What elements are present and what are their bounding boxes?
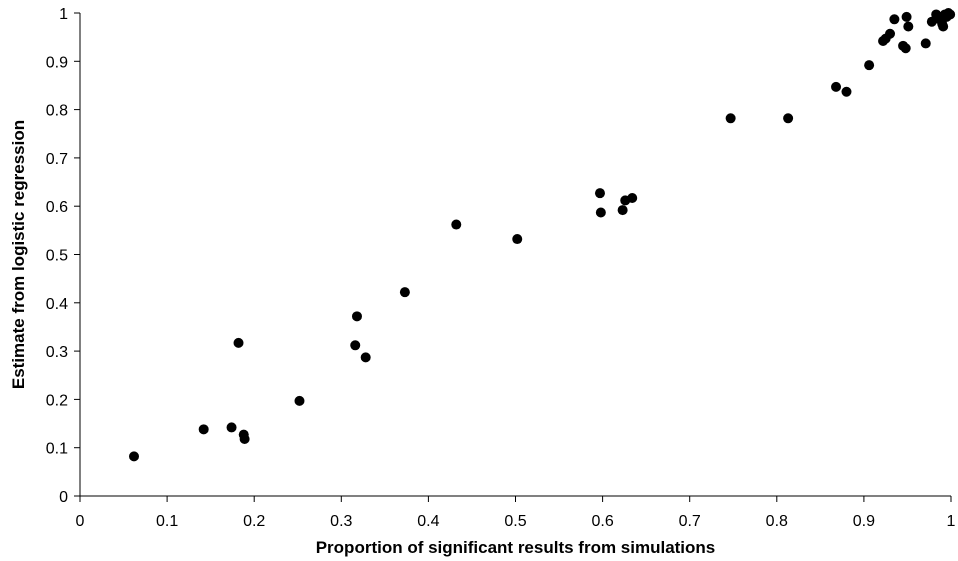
y-tick-label: 0.2 — [46, 392, 68, 409]
data-point — [233, 337, 244, 348]
data-point — [885, 28, 896, 39]
data-point — [831, 81, 842, 92]
y-tick-label: 0.5 — [46, 248, 68, 265]
data-point — [901, 11, 912, 22]
y-tick-label: 0 — [59, 489, 68, 506]
data-point — [900, 43, 911, 54]
data-point — [512, 234, 523, 245]
data-point — [926, 16, 937, 27]
y-tick-label: 1 — [59, 6, 68, 23]
y-tick-label: 0.1 — [46, 441, 68, 458]
data-point — [399, 287, 410, 298]
x-tick-label: 0.3 — [330, 513, 352, 530]
y-tick-label: 0.3 — [46, 344, 68, 361]
data-point — [350, 340, 361, 351]
y-tick-label: 0.4 — [46, 296, 68, 313]
data-point — [239, 434, 250, 445]
data-point — [903, 21, 914, 32]
data-point — [841, 86, 852, 97]
x-tick-label: 0.2 — [243, 513, 265, 530]
axes — [79, 13, 951, 497]
data-point — [294, 395, 305, 406]
data-point — [594, 188, 605, 199]
x-tick-label: 0.7 — [679, 513, 701, 530]
y-tick-label: 0.8 — [46, 103, 68, 120]
data-point — [627, 192, 638, 203]
y-tick-label: 0.9 — [46, 54, 68, 71]
data-point — [226, 422, 237, 433]
x-ticks: 0 0.1 0.2 0.3 0.4 0.5 0.6 0.7 0.8 0.9 1 — [76, 496, 956, 530]
data-point — [945, 9, 956, 20]
data-point — [920, 38, 931, 49]
data-point — [725, 113, 736, 124]
y-tick-label: 0.7 — [46, 151, 68, 168]
data-point — [451, 219, 462, 230]
x-tick-label: 0.9 — [853, 513, 875, 530]
data-point — [783, 113, 794, 124]
x-axis-title: Proportion of significant results from s… — [316, 538, 716, 557]
y-axis-title: Estimate from logistic regression — [9, 120, 28, 389]
data-points — [129, 8, 956, 462]
data-point — [351, 311, 362, 322]
y-tick-label: 0.6 — [46, 199, 68, 216]
x-tick-label: 1 — [947, 513, 956, 530]
data-point — [889, 14, 900, 25]
data-point — [129, 451, 140, 462]
data-point — [595, 207, 606, 218]
x-tick-label: 0.6 — [591, 513, 613, 530]
data-point — [864, 60, 875, 71]
x-tick-label: 0.4 — [417, 513, 439, 530]
data-point — [938, 21, 949, 32]
data-point — [360, 352, 371, 363]
x-tick-label: 0.8 — [766, 513, 788, 530]
data-point — [198, 424, 209, 435]
x-tick-label: 0.1 — [156, 513, 178, 530]
y-ticks: 0 0.1 0.2 0.3 0.4 0.5 0.6 0.7 0.8 0.9 1 — [46, 6, 80, 506]
data-point — [617, 205, 628, 216]
x-tick-label: 0 — [76, 513, 85, 530]
x-tick-label: 0.5 — [504, 513, 526, 530]
